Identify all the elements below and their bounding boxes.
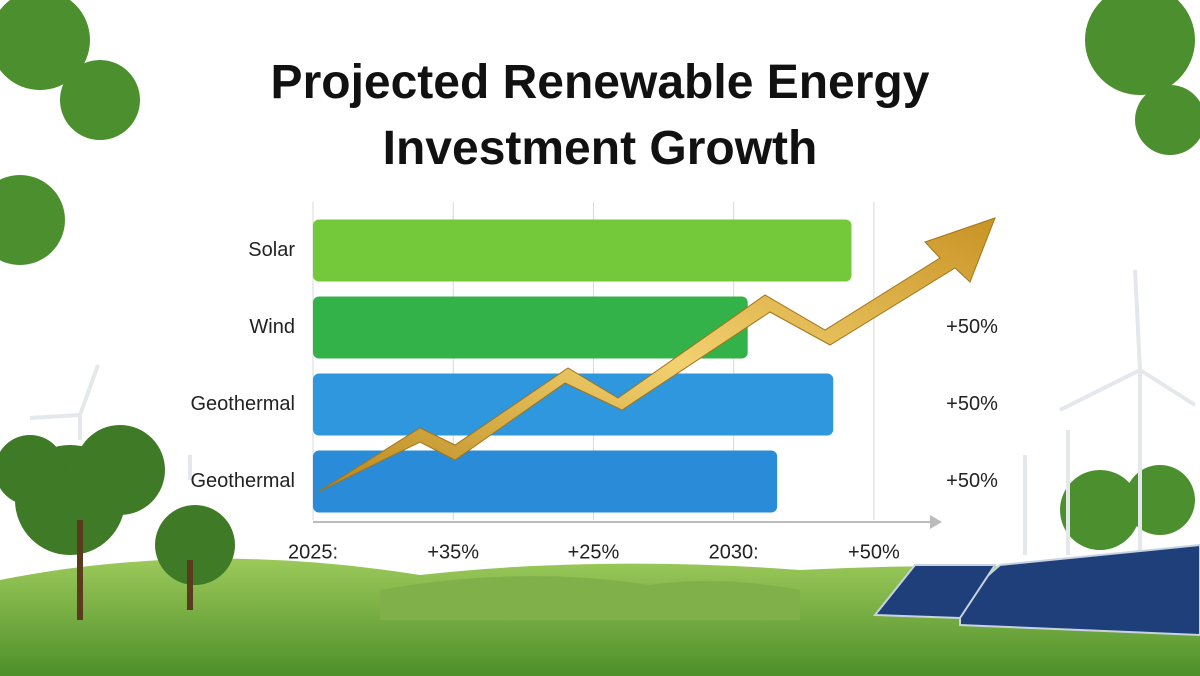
chart-title: Projected Renewable Energy Investment Gr… bbox=[270, 56, 930, 175]
side-label: +50% bbox=[946, 316, 998, 338]
category-label: Wind bbox=[249, 316, 295, 338]
bar bbox=[313, 296, 748, 359]
category-label: Geothermal bbox=[191, 393, 296, 415]
side-label: +50% bbox=[946, 470, 998, 492]
x-tick-label: +25% bbox=[568, 541, 620, 563]
bar bbox=[313, 450, 778, 513]
side-label: +50% bbox=[946, 393, 998, 415]
category-label: Solar bbox=[248, 239, 295, 261]
x-tick-label: +50% bbox=[848, 541, 900, 563]
category-label: Geothermal bbox=[191, 470, 296, 492]
bar bbox=[313, 219, 852, 282]
x-tick-label: 2025: bbox=[288, 541, 338, 563]
axis-arrowhead bbox=[930, 515, 942, 529]
trend-arrow bbox=[317, 217, 996, 493]
bar bbox=[313, 373, 834, 436]
x-tick-label: +35% bbox=[427, 541, 479, 563]
x-tick-label: 2030: bbox=[709, 541, 759, 563]
